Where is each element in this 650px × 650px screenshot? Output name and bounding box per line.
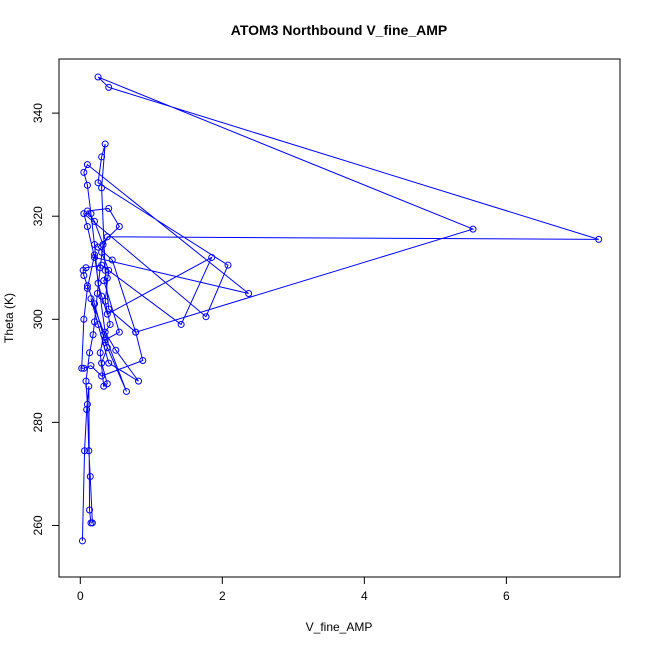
y-tick-label: 280 (31, 412, 45, 432)
data-point (139, 357, 147, 365)
data-point (208, 253, 216, 261)
data-point (91, 253, 99, 261)
data-point (94, 179, 102, 187)
data-point (98, 248, 106, 256)
data-point (245, 290, 253, 298)
data-point (83, 223, 91, 231)
data-point (122, 387, 130, 395)
data-point (91, 251, 99, 259)
data-point (115, 223, 123, 231)
x-tick-label: 6 (503, 589, 510, 603)
data-point (83, 181, 91, 189)
data-point (101, 266, 109, 274)
data-point (98, 372, 106, 380)
data-point (96, 349, 104, 357)
data-point (86, 349, 94, 357)
data-point (94, 320, 102, 328)
x-axis-label: V_fine_AMP (306, 620, 373, 634)
data-point (105, 305, 113, 313)
data-point (80, 271, 88, 279)
x-tick-label: 2 (219, 589, 226, 603)
data-point (83, 282, 91, 290)
data-point (85, 382, 93, 390)
data-point (94, 73, 102, 81)
data-point (98, 359, 106, 367)
data-point (85, 447, 93, 455)
data-point (86, 472, 94, 480)
data-point (101, 140, 109, 148)
data-point (135, 377, 143, 385)
data-point (82, 264, 90, 272)
data-point (112, 346, 120, 354)
data-point (78, 537, 86, 545)
data-point (83, 161, 91, 169)
data-point (88, 519, 96, 527)
data-point (91, 217, 99, 225)
data-point (87, 362, 95, 370)
data-point (108, 256, 116, 264)
data-point (100, 331, 108, 339)
data-point (83, 400, 91, 408)
data-point (105, 266, 113, 274)
data-point (103, 380, 111, 388)
data-point (105, 83, 113, 91)
data-point (91, 300, 99, 308)
data-point (80, 315, 88, 323)
x-tick-label: 4 (361, 589, 368, 603)
data-point (115, 328, 123, 336)
data-point (106, 320, 114, 328)
x-axis: 0 2 4 6 (77, 576, 510, 603)
data-point (98, 153, 106, 161)
data-point (105, 359, 113, 367)
data-point (103, 344, 111, 352)
points-layer (78, 73, 603, 545)
data-point (103, 233, 111, 241)
data-point (80, 168, 88, 176)
data-point (202, 313, 210, 321)
y-axis: 260 280 300 320 340 (31, 103, 60, 535)
data-point (103, 274, 111, 282)
data-point (86, 506, 94, 514)
data-point (177, 320, 185, 328)
data-point (98, 261, 106, 269)
y-tick-label: 340 (31, 103, 45, 123)
chart-title: ATOM3 Northbound V_fine_AMP (231, 22, 447, 38)
data-point (98, 184, 106, 192)
data-point (87, 295, 95, 303)
data-point (132, 328, 140, 336)
data-point (80, 364, 88, 372)
y-axis-label: Theta (K) (2, 293, 16, 343)
data-point (101, 297, 109, 305)
data-point (94, 279, 102, 287)
data-point (83, 405, 91, 413)
data-point (82, 377, 90, 385)
data-point (224, 261, 232, 269)
y-tick-label: 300 (31, 309, 45, 329)
data-point (80, 210, 88, 218)
data-point (87, 210, 95, 218)
data-point (89, 331, 97, 339)
data-point (101, 336, 109, 344)
data-point (103, 310, 111, 318)
data-point (91, 241, 99, 249)
data-point (595, 235, 603, 243)
y-tick-label: 260 (31, 515, 45, 535)
data-point (83, 284, 91, 292)
data-point (78, 364, 86, 372)
data-point (98, 292, 106, 300)
x-tick-label: 0 (77, 589, 84, 603)
data-point (105, 204, 113, 212)
y-tick-label: 320 (31, 206, 45, 226)
data-point (81, 447, 89, 455)
data-point (469, 225, 477, 233)
